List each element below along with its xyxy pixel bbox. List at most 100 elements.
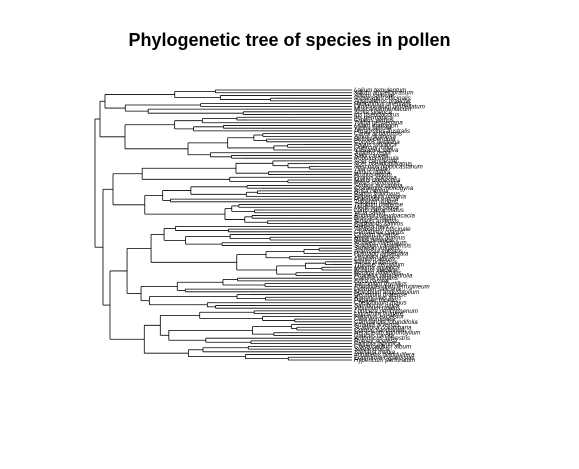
tip-label: Lotus corniculatus (354, 207, 404, 214)
tip-label: Trifolium repens (354, 199, 398, 206)
tip-label: Papaver rhoeas (354, 297, 398, 304)
tip-label: Castanea sativa (354, 147, 399, 154)
tip-label: Lamium album (354, 256, 395, 263)
tip-label: Potentilla erecta (354, 196, 399, 203)
tip-label: Medicago sativa (354, 204, 399, 211)
tip-label: Muscari armeniacum (354, 106, 411, 113)
tip-label: Ligustrum vulgare (354, 311, 404, 318)
tip-label: Impatiens glandulifera (354, 352, 415, 359)
tip-label: Salix caprea (354, 152, 389, 159)
tip-label: Scabiosa columbaria (354, 324, 412, 331)
tip-label: Silene dioica (354, 346, 390, 353)
tip-label: Quercus robur (354, 144, 394, 151)
tip-label: Acer pseudoplatanus (353, 161, 412, 168)
tip-label: Calluna vulgaris (354, 275, 398, 282)
tip-label: Ornithogalum umbellatum (354, 103, 425, 110)
tip-label: Hedera helix (354, 223, 390, 230)
tip-label: Ulmus glabra (354, 169, 391, 176)
tip-label: Lonicera periclymenum (354, 308, 418, 315)
tip-label: Bellis perennis (354, 237, 394, 244)
tip-label: Pyrus communis (354, 180, 400, 187)
tip-label: Campanula rotundifolia (354, 319, 418, 326)
tip-label: Veronica persica (354, 253, 400, 260)
tip-label: Agapanthus praecox (353, 98, 412, 105)
tip-label: Populus tremula (354, 155, 399, 162)
tip-label: Asparagus officinalis (353, 95, 411, 102)
tip-label: Corylus avellana (354, 139, 400, 146)
tip-label: Stellaria media (354, 349, 395, 356)
tip-label: Geranium pratense (354, 292, 408, 299)
tip-label: Fallopia japonica (354, 341, 401, 348)
tip-label: Aesculus hippocastanum (353, 163, 423, 170)
tip-label: Hypericum perforatum (354, 357, 415, 364)
tip-label: Knautia arvensis (354, 322, 400, 329)
tip-label: Fagus sylvatica (354, 142, 397, 149)
tip-label: Robinia pseudoacacia (354, 212, 415, 219)
tip-label: Echium vulgare (354, 267, 397, 274)
tip-label: Carex acutiformis (354, 131, 402, 138)
tip-label: Ranunculus acris (354, 294, 401, 301)
tip-label: Prunus spinosa (354, 174, 397, 181)
tip-label: Vicia sativa (354, 210, 386, 217)
tip-label: Heracleum sphondylium (354, 330, 420, 337)
tip-label: Filipendula ulmaria (354, 193, 406, 200)
tip-label: Acer campestre (353, 158, 398, 165)
tip-label: Thymus serpyllum (354, 262, 404, 269)
tip-label: Erica carnea (354, 278, 389, 285)
tip-label: Phacelia tanacetifolia (354, 272, 413, 279)
tip-label: Hyacinthus orientalis (354, 101, 411, 108)
tip-label: Chelidonium majus (354, 300, 407, 307)
tip-label: Sorbus aucuparia (354, 182, 403, 189)
tip-label: Epilobium angustifolium (354, 289, 419, 296)
tip-label: Allium sativum (353, 92, 394, 99)
tip-label: Rosa canina (354, 188, 389, 195)
tip-label: Centaurea cyanus (354, 229, 404, 236)
tip-label: Rumex acetosa (354, 338, 398, 345)
tip-label: Malus domestica (354, 177, 401, 184)
tip-label: Typha latifolia (354, 125, 392, 132)
tip-label: Olea europaea (354, 316, 395, 323)
tip-label: Achillea millefolium (353, 240, 407, 247)
tip-label: Iris pseudacorus (354, 112, 399, 119)
tip-label: Chenopodium album (354, 343, 411, 350)
tip-label: Tulipa gesneriana (354, 120, 403, 127)
tip-label: Juglans regia (353, 150, 391, 157)
tip-label: Taraxacum officinale (354, 226, 411, 233)
tip-label: Raphanus sativus (354, 221, 403, 228)
tip-label: Solidago canadensis (354, 242, 411, 249)
tip-label: Mentha aquatica (354, 264, 400, 271)
tip-label: Trifolium pratense (354, 202, 404, 209)
tip-label: Alnus glutinosa (353, 133, 397, 140)
tip-label: Plantago lanceolata (354, 251, 409, 258)
tip-label: Viburnum opulus (354, 305, 400, 312)
tip-label: Fraxinus excelsior (354, 313, 405, 320)
tip-label: Scilla siberica (354, 109, 392, 116)
tip-label: Rubus fruticosus (354, 191, 400, 198)
tip-label: Crocus vernus (354, 117, 394, 124)
tip-label: Crataegus monogyna (354, 185, 414, 192)
tip-label: Vaccinium myrtillus (354, 281, 407, 288)
tip-label: Daucus carota (354, 332, 394, 339)
tip-label: Prunus avium (354, 172, 392, 179)
tip-label: Borago officinalis (354, 270, 401, 277)
tip-label: Lythrum salicaria (354, 286, 401, 293)
tip-label: Anthriscus sylvestris (353, 335, 410, 342)
tip-label: Artemisia vulgaris (353, 248, 403, 255)
tip-label: Tilia cordata (354, 166, 388, 173)
tip-label: Helianthus annuus (354, 234, 405, 241)
tip-label: Betula pendula (354, 136, 396, 143)
tip-label: Rhododendron ferrugineum (354, 283, 430, 290)
tip-label: Cornus sanguinea (354, 327, 405, 334)
chart-title: Phylogenetic tree of species in pollen (128, 30, 451, 50)
tip-label: Senecio vulgaris (354, 245, 399, 252)
tip-label: Cirsium arvense (354, 232, 399, 239)
tip-label: Lilium martagon (354, 122, 399, 129)
tip-label: Brassica napus (354, 215, 396, 222)
tip-label: Sinapis arvensis (354, 218, 399, 225)
tip-label: Salvia pratensis (354, 259, 398, 266)
tip-label: Lolium temulentum (354, 87, 406, 94)
tip-label: Phragmites australis (354, 128, 410, 135)
tip-label: Sambucus nigra (354, 302, 399, 309)
